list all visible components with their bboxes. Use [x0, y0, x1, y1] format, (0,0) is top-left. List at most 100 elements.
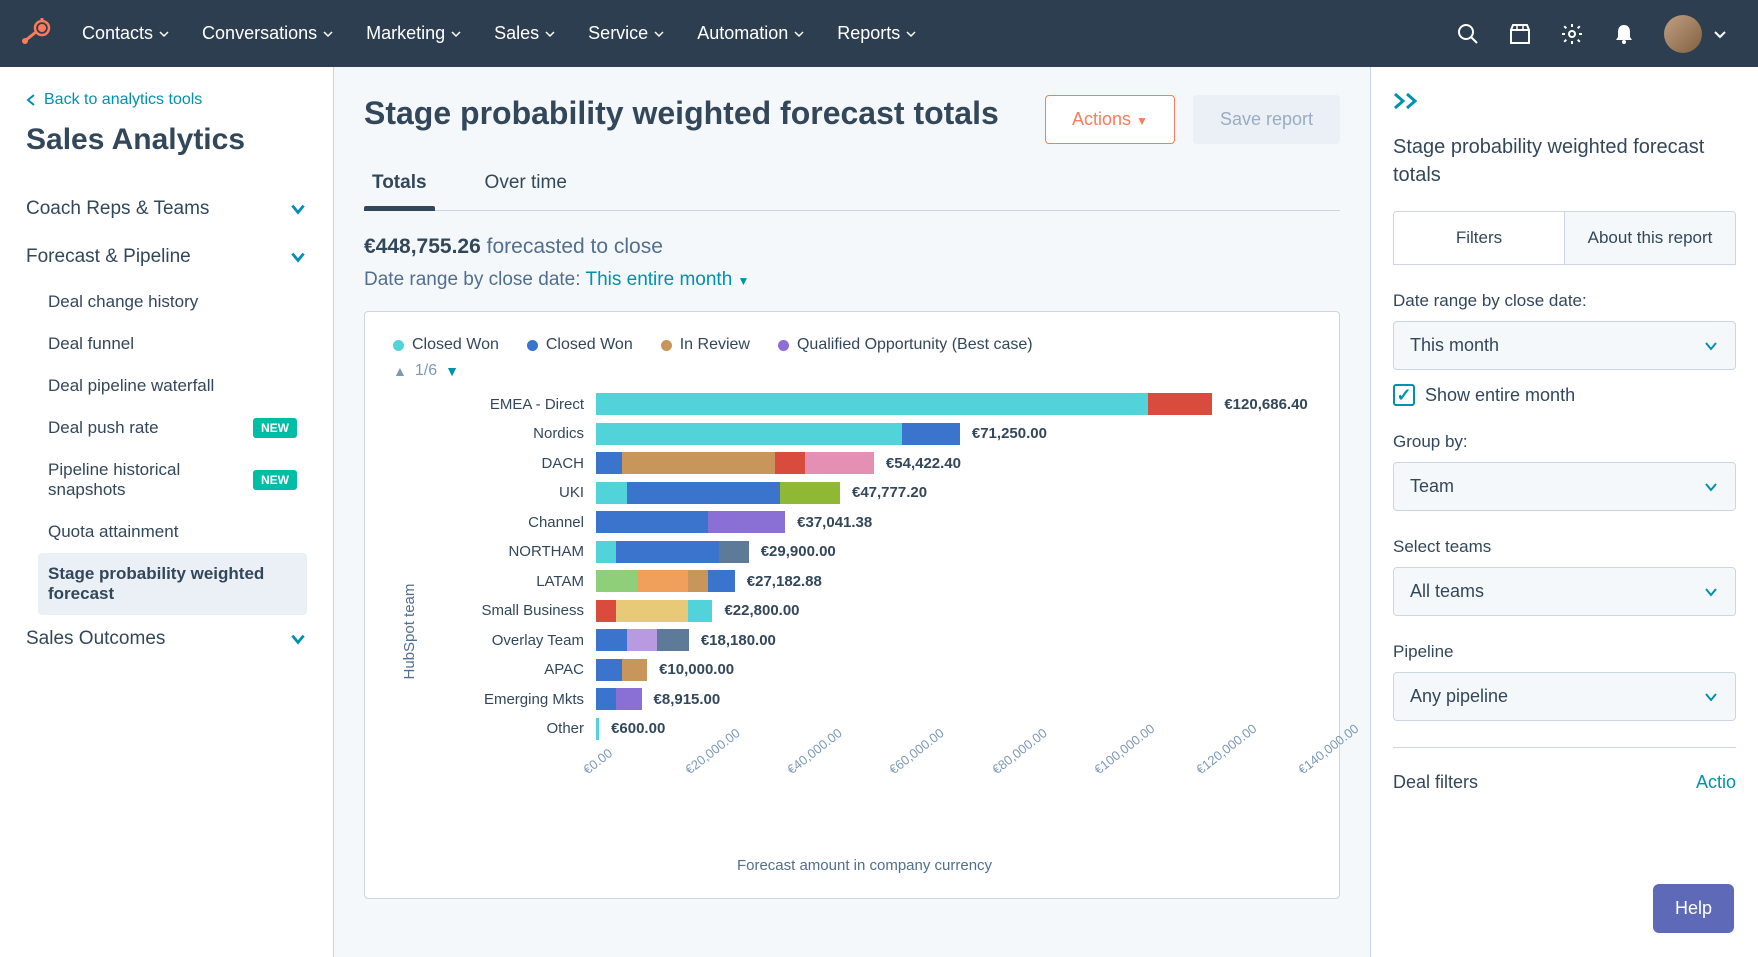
chevron-down-icon: [322, 28, 334, 40]
checkbox-icon: ✓: [1393, 384, 1415, 406]
bar-total: €18,180.00: [701, 632, 776, 649]
chart-card: Closed Won Closed Won In Review Qualified O…: [364, 311, 1340, 899]
bar-total: €10,000.00: [659, 661, 734, 678]
bar-segment[interactable]: [596, 600, 616, 622]
account-menu[interactable]: [1664, 15, 1728, 53]
nav-item-service[interactable]: Service: [588, 23, 665, 44]
notifications-icon[interactable]: [1612, 22, 1636, 46]
sidebar-item[interactable]: Pipeline historical snapshotsNEW: [38, 449, 307, 511]
tab-totals[interactable]: Totals: [364, 162, 435, 210]
chevron-down-icon: [158, 28, 170, 40]
bar-segment[interactable]: [688, 600, 713, 622]
bar-segment[interactable]: [596, 541, 616, 563]
legend-item[interactable]: Closed Won: [527, 336, 633, 354]
legend-item[interactable]: Closed Won: [393, 336, 499, 354]
bar-segment[interactable]: [596, 570, 637, 592]
tab-over-time[interactable]: Over time: [477, 162, 575, 210]
pager-text: 1/6: [415, 362, 437, 380]
bar-segment[interactable]: [657, 629, 689, 651]
sidebar-item[interactable]: Stage probability weighted forecast: [38, 553, 307, 615]
pager-next-icon[interactable]: ▼: [445, 363, 459, 379]
bar-segment[interactable]: [622, 659, 648, 681]
save-report-button[interactable]: Save report: [1193, 95, 1340, 144]
bar-segment[interactable]: [708, 570, 734, 592]
row-label: Channel: [418, 514, 596, 531]
bar-segment[interactable]: [1148, 393, 1213, 415]
filter-date-select[interactable]: This month: [1393, 321, 1736, 370]
filter-teams-select[interactable]: All teams: [1393, 567, 1736, 616]
report-tabs: Totals Over time: [364, 162, 1340, 211]
sidebar-item[interactable]: Deal pipeline waterfall: [38, 365, 307, 407]
sidebar-item[interactable]: Quota attainment: [38, 511, 307, 553]
filter-date-label: Date range by close date:: [1393, 291, 1736, 311]
sidebar-section[interactable]: Forecast & Pipeline: [26, 233, 307, 281]
bar-total: €29,900.00: [761, 543, 836, 560]
deal-filters-action[interactable]: Actio: [1696, 772, 1736, 793]
sidebar-item[interactable]: Deal push rateNEW: [38, 407, 307, 449]
nav-item-conversations[interactable]: Conversations: [202, 23, 334, 44]
filter-group-select[interactable]: Team: [1393, 462, 1736, 511]
chart-row: APAC€10,000.00: [418, 656, 1311, 684]
legend-item[interactable]: In Review: [661, 336, 750, 354]
tab-filters[interactable]: Filters: [1394, 212, 1565, 264]
chart-row: DACH€54,422.40: [418, 449, 1311, 477]
bar-segment[interactable]: [902, 423, 959, 445]
bar-segment[interactable]: [596, 452, 622, 474]
hubspot-logo-icon[interactable]: [20, 18, 52, 50]
back-link[interactable]: Back to analytics tools: [26, 91, 307, 109]
bar-segment[interactable]: [708, 511, 785, 533]
tab-about[interactable]: About this report: [1565, 212, 1735, 264]
bar-segment[interactable]: [596, 482, 627, 504]
marketplace-icon[interactable]: [1508, 22, 1532, 46]
bar-segment[interactable]: [775, 452, 806, 474]
bar-segment[interactable]: [596, 423, 902, 445]
filter-pipeline-select[interactable]: Any pipeline: [1393, 672, 1736, 721]
bar-segment[interactable]: [627, 629, 658, 651]
x-tick: €0.00: [580, 745, 615, 777]
bar-segment[interactable]: [805, 452, 874, 474]
bar-segment[interactable]: [637, 570, 688, 592]
bar-segment[interactable]: [596, 511, 708, 533]
page-title: Sales Analytics: [26, 123, 307, 157]
nav-item-reports[interactable]: Reports: [837, 23, 917, 44]
chart-row: Channel€37,041.38: [418, 508, 1311, 536]
chart-row: Small Business€22,800.00: [418, 597, 1311, 625]
sidebar-section[interactable]: Sales Outcomes: [26, 615, 307, 663]
bar-segment[interactable]: [688, 570, 708, 592]
bar-segment[interactable]: [596, 393, 1148, 415]
bar-segment[interactable]: [616, 688, 641, 710]
chart-legend: Closed Won Closed Won In Review Qualified O…: [393, 336, 1311, 354]
bar-total: €22,800.00: [724, 602, 799, 619]
row-label: Nordics: [418, 425, 596, 442]
bar-segment[interactable]: [627, 482, 780, 504]
row-label: NORTHAM: [418, 543, 596, 560]
sidebar-item[interactable]: Deal change history: [38, 281, 307, 323]
nav-item-automation[interactable]: Automation: [697, 23, 805, 44]
bar-segment[interactable]: [596, 688, 616, 710]
bar-segment[interactable]: [596, 629, 627, 651]
bar-segment[interactable]: [596, 718, 599, 740]
sidebar-item[interactable]: Deal funnel: [38, 323, 307, 365]
chevron-down-icon: [289, 248, 307, 266]
bar-segment[interactable]: [719, 541, 749, 563]
sidebar-section[interactable]: Coach Reps & Teams: [26, 185, 307, 233]
settings-icon[interactable]: [1560, 22, 1584, 46]
help-button[interactable]: Help: [1653, 884, 1734, 933]
bar-segment[interactable]: [780, 482, 840, 504]
nav-item-marketing[interactable]: Marketing: [366, 23, 462, 44]
bar-segment[interactable]: [616, 600, 688, 622]
bar-segment[interactable]: [596, 659, 622, 681]
bar-segment[interactable]: [622, 452, 775, 474]
legend-item[interactable]: Qualified Opportunity (Best case): [778, 336, 1033, 354]
nav-item-contacts[interactable]: Contacts: [82, 23, 170, 44]
show-entire-month-checkbox[interactable]: ✓ Show entire month: [1393, 384, 1736, 406]
date-range-selector[interactable]: This entire month ▼: [585, 269, 749, 290]
bar-segment[interactable]: [616, 541, 718, 563]
actions-button[interactable]: Actions ▼: [1045, 95, 1175, 144]
pager-prev-icon[interactable]: ▲: [393, 363, 407, 379]
nav-item-sales[interactable]: Sales: [494, 23, 556, 44]
chart-pager: ▲ 1/6 ▼: [393, 362, 1311, 380]
search-icon[interactable]: [1456, 22, 1480, 46]
x-axis: €0.00€20,000.00€40,000.00€60,000.00€80,0…: [596, 753, 1311, 803]
collapse-panel-icon[interactable]: [1393, 89, 1736, 117]
